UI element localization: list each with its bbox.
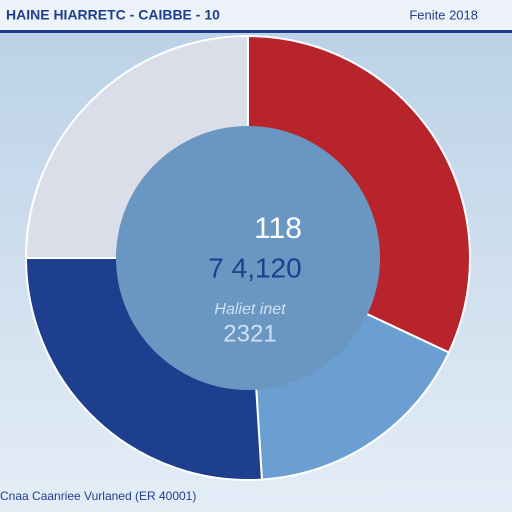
center-value: 7 4,120 [208, 252, 301, 283]
center-label: Haliet inet [214, 301, 286, 318]
chart-title: HAINE HIARRETC - CAIBBE - 10 [6, 7, 220, 23]
center-value: 2321 [223, 320, 276, 347]
donut-center [116, 126, 380, 390]
chart-subtitle: Fenite 2018 [409, 7, 478, 22]
header-rule [0, 30, 512, 33]
center-value: 118 [254, 212, 302, 245]
header-bar [0, 0, 512, 30]
footer-note: Cnaa Caanriee Vurlaned (ER 40001) [0, 489, 196, 503]
